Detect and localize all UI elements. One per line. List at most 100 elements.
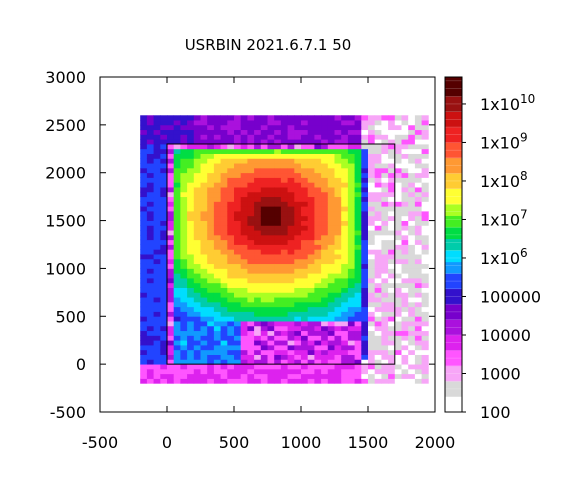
- heatmap-cell: [207, 330, 215, 336]
- heatmap-cell: [200, 244, 208, 250]
- heatmap-cell: [260, 345, 268, 351]
- heatmap-cell: [146, 196, 154, 202]
- heatmap-cell: [368, 368, 376, 375]
- heatmap-cell: [160, 211, 168, 217]
- heatmap-cell: [327, 254, 335, 260]
- heatmap-cell: [260, 158, 268, 164]
- heatmap-cell: [381, 134, 389, 140]
- heatmap-cell: [421, 268, 429, 274]
- heatmap-cell: [140, 206, 148, 212]
- heatmap-cell: [260, 177, 268, 183]
- heatmap-cell: [280, 158, 288, 164]
- heatmap-cell: [354, 287, 362, 293]
- heatmap-cell: [193, 258, 201, 265]
- heatmap-cell: [220, 254, 228, 260]
- heatmap-cell: [227, 282, 235, 288]
- heatmap-cell: [153, 187, 161, 193]
- heatmap-cell: [421, 359, 429, 365]
- heatmap-cell: [240, 215, 248, 221]
- heatmap-cell: [361, 196, 369, 202]
- heatmap-cell: [146, 215, 154, 221]
- heatmap-cell: [153, 182, 161, 188]
- heatmap-cell: [274, 263, 282, 269]
- heatmap-cell: [274, 249, 282, 255]
- heatmap-cell: [368, 335, 376, 341]
- heatmap-cell: [294, 306, 302, 312]
- heatmap-cell: [167, 124, 175, 131]
- heatmap-cell: [374, 254, 382, 260]
- heatmap-cell: [167, 297, 175, 303]
- heatmap-cell: [173, 263, 181, 269]
- heatmap-cell: [240, 316, 248, 322]
- heatmap-cell: [361, 316, 369, 322]
- heatmap-cell: [334, 254, 342, 260]
- heatmap-cell: [381, 167, 389, 174]
- colorbar-tick-label: 100000: [480, 287, 541, 306]
- heatmap-cell: [421, 172, 429, 178]
- heatmap-cell: [254, 120, 262, 126]
- heatmap-cell: [240, 201, 248, 207]
- heatmap-cell: [307, 144, 315, 150]
- heatmap-cell: [254, 230, 262, 236]
- heatmap-cell: [361, 297, 369, 303]
- heatmap-cell: [260, 254, 268, 260]
- heatmap-cell: [301, 120, 309, 126]
- heatmap-cell: [146, 254, 154, 260]
- heatmap-cell: [294, 124, 302, 131]
- heatmap-cell: [267, 172, 275, 178]
- heatmap-cell: [254, 182, 262, 188]
- heatmap-cell: [307, 340, 315, 346]
- heatmap-cell: [180, 325, 188, 332]
- heatmap-cell: [381, 148, 389, 154]
- heatmap-cell: [180, 364, 188, 370]
- heatmap-cell: [334, 191, 342, 198]
- heatmap-cell: [294, 311, 302, 317]
- heatmap-cell: [314, 316, 322, 322]
- heatmap-cell: [167, 306, 175, 312]
- heatmap-cell: [274, 129, 282, 135]
- heatmap-cell: [267, 134, 275, 140]
- heatmap-cell: [327, 153, 335, 159]
- heatmap-cell: [173, 234, 181, 241]
- heatmap-cell: [173, 273, 181, 279]
- heatmap-cell: [341, 129, 349, 135]
- heatmap-cell: [294, 330, 302, 336]
- heatmap-cell: [193, 153, 201, 159]
- heatmap-cell: [207, 340, 215, 346]
- heatmap-cell: [267, 368, 275, 375]
- heatmap-cell: [153, 263, 161, 269]
- heatmap-cell: [180, 167, 188, 174]
- heatmap-cell: [314, 182, 322, 188]
- heatmap-cell: [394, 196, 402, 202]
- heatmap-cell: [301, 239, 309, 245]
- heatmap-cell: [227, 321, 235, 327]
- colorbar-swatch: [445, 77, 462, 97]
- heatmap-cell: [334, 378, 342, 384]
- heatmap-cell: [314, 144, 322, 150]
- heatmap-cell: [247, 187, 255, 193]
- heatmap-cell: [381, 120, 389, 126]
- heatmap-cell: [401, 321, 409, 327]
- heatmap-cell: [361, 368, 369, 375]
- heatmap-cell: [381, 153, 389, 159]
- heatmap-cell: [294, 373, 302, 379]
- heatmap-cell: [301, 316, 309, 322]
- heatmap-cell: [327, 278, 335, 284]
- heatmap-cell: [341, 144, 349, 150]
- heatmap-cell: [247, 239, 255, 245]
- heatmap-cell: [267, 282, 275, 288]
- heatmap-cell: [388, 177, 396, 183]
- heatmap-cell: [314, 325, 322, 332]
- heatmap-cell: [280, 359, 288, 365]
- heatmap-cell: [247, 292, 255, 298]
- heatmap-cell: [374, 234, 382, 241]
- heatmap-cell: [421, 139, 429, 145]
- heatmap-cell: [414, 153, 422, 159]
- heatmap-cell: [180, 129, 188, 135]
- heatmap-cell: [361, 244, 369, 250]
- heatmap-cell: [394, 124, 402, 131]
- heatmap-cell: [307, 306, 315, 312]
- heatmap-cell: [220, 349, 228, 355]
- heatmap-cell: [207, 335, 215, 341]
- heatmap-cell: [388, 268, 396, 274]
